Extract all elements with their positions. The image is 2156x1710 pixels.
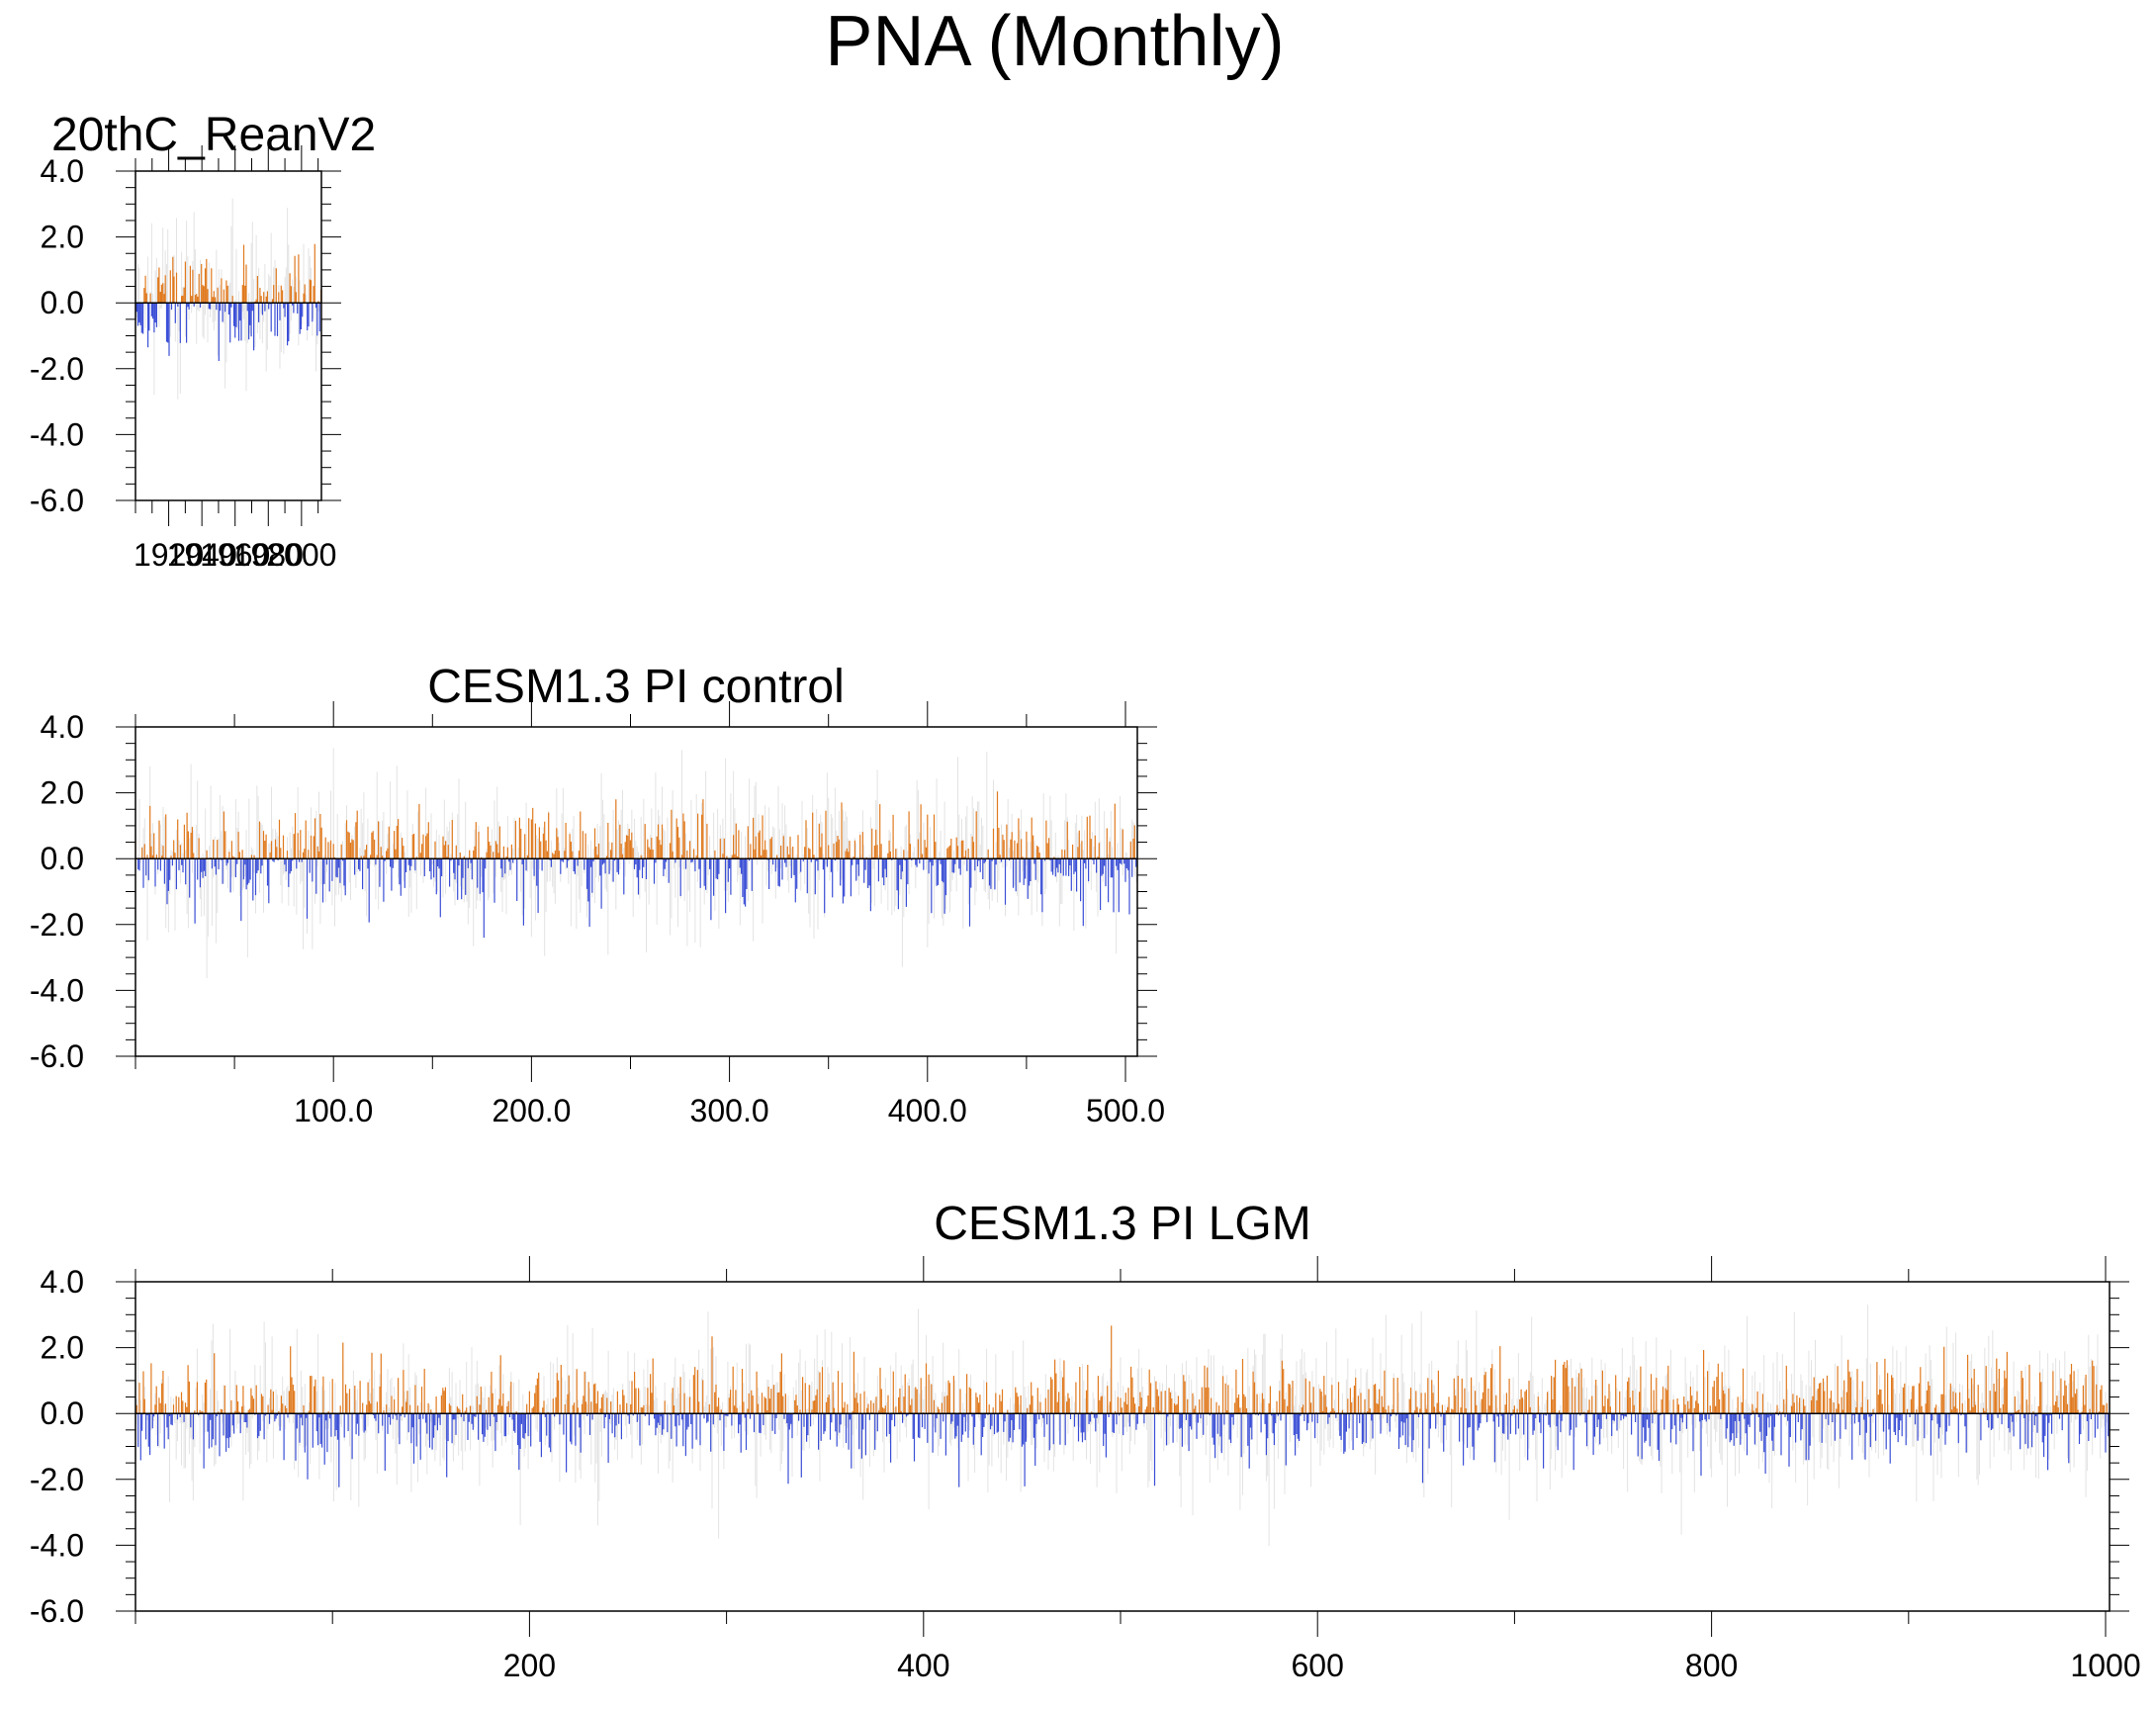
- negative-bars: [135, 1413, 2110, 1487]
- x-tick-label: 1980: [233, 537, 304, 573]
- x-tick-label: 100.0: [294, 1093, 373, 1128]
- y-tick-label: 0.0: [41, 841, 84, 876]
- x-tick-label: 1960: [200, 537, 270, 573]
- x-tick-label: 400: [897, 1648, 949, 1683]
- y-tick-label: 4.0: [41, 709, 84, 745]
- y-tick-label: -6.0: [30, 1038, 84, 1074]
- plot-frame: [135, 170, 322, 501]
- y-tick-label: 2.0: [41, 220, 84, 255]
- y-tick-label: 4.0: [41, 1264, 84, 1300]
- x-tick-label: 800: [1685, 1648, 1738, 1683]
- positive-bars: [135, 791, 1135, 859]
- y-tick-label: -6.0: [30, 483, 84, 518]
- plot-frame: [135, 1281, 2111, 1612]
- envelope-series: [135, 1305, 2110, 1547]
- positive-bars: [143, 243, 321, 304]
- x-tick-label: 1920: [134, 537, 204, 573]
- y-tick-label: -6.0: [30, 1593, 84, 1629]
- x-tick-label: 200.0: [492, 1093, 571, 1128]
- y-tick-label: 0.0: [41, 1395, 84, 1431]
- envelope-bars: [135, 1305, 2110, 1547]
- y-tick-label: 2.0: [41, 775, 84, 811]
- y-tick-label: 4.0: [41, 153, 84, 189]
- page-title: PNA (Monthly): [825, 2, 1285, 81]
- chart-panel-2: 4.0 2.0 0.0 -2.0 -4.0 -6.0 100.0 200.0 300.0 400.…: [30, 661, 1165, 1128]
- x-tick-label: 300.0: [690, 1093, 769, 1128]
- y-tick-label: -2.0: [30, 1462, 84, 1497]
- y-tick-label: -2.0: [30, 907, 84, 943]
- bar-series: [135, 791, 1137, 939]
- x-tick-label: 400.0: [888, 1093, 967, 1128]
- y-tick-label: -2.0: [30, 351, 84, 387]
- y-tick-label: -4.0: [30, 1527, 84, 1563]
- negative-bars: [135, 858, 1137, 939]
- panel-title: CESM1.3 PI LGM: [934, 1198, 1310, 1250]
- y-tick-label: 0.0: [41, 285, 84, 320]
- panel-title: 20thC_ReanV2: [51, 109, 376, 161]
- y-tick-label: 2.0: [41, 1330, 84, 1366]
- bar-series: [135, 243, 321, 361]
- x-tick-label: 500.0: [1086, 1093, 1165, 1128]
- negative-bars: [135, 303, 320, 361]
- chart-panel-3: 4.0 2.0 0.0 -2.0 -4.0 -6.0 200 400 600 800 1000 CES…: [30, 1198, 2141, 1683]
- x-tick-label: 200: [503, 1648, 556, 1683]
- chart-panel-1: 4.0 2.0 0.0 -2.0 -4.0 -6.0 1920194019601980200…: [30, 109, 376, 573]
- panel-title: CESM1.3 PI control: [427, 661, 845, 713]
- y-tick-label: -4.0: [30, 416, 84, 452]
- x-tick-label: 1940: [167, 537, 237, 573]
- x-tick-label: 1000: [2070, 1648, 2140, 1683]
- y-tick-label: -4.0: [30, 972, 84, 1008]
- x-tick-label: 600: [1292, 1648, 1344, 1683]
- x-tick-label: 2000: [266, 537, 336, 573]
